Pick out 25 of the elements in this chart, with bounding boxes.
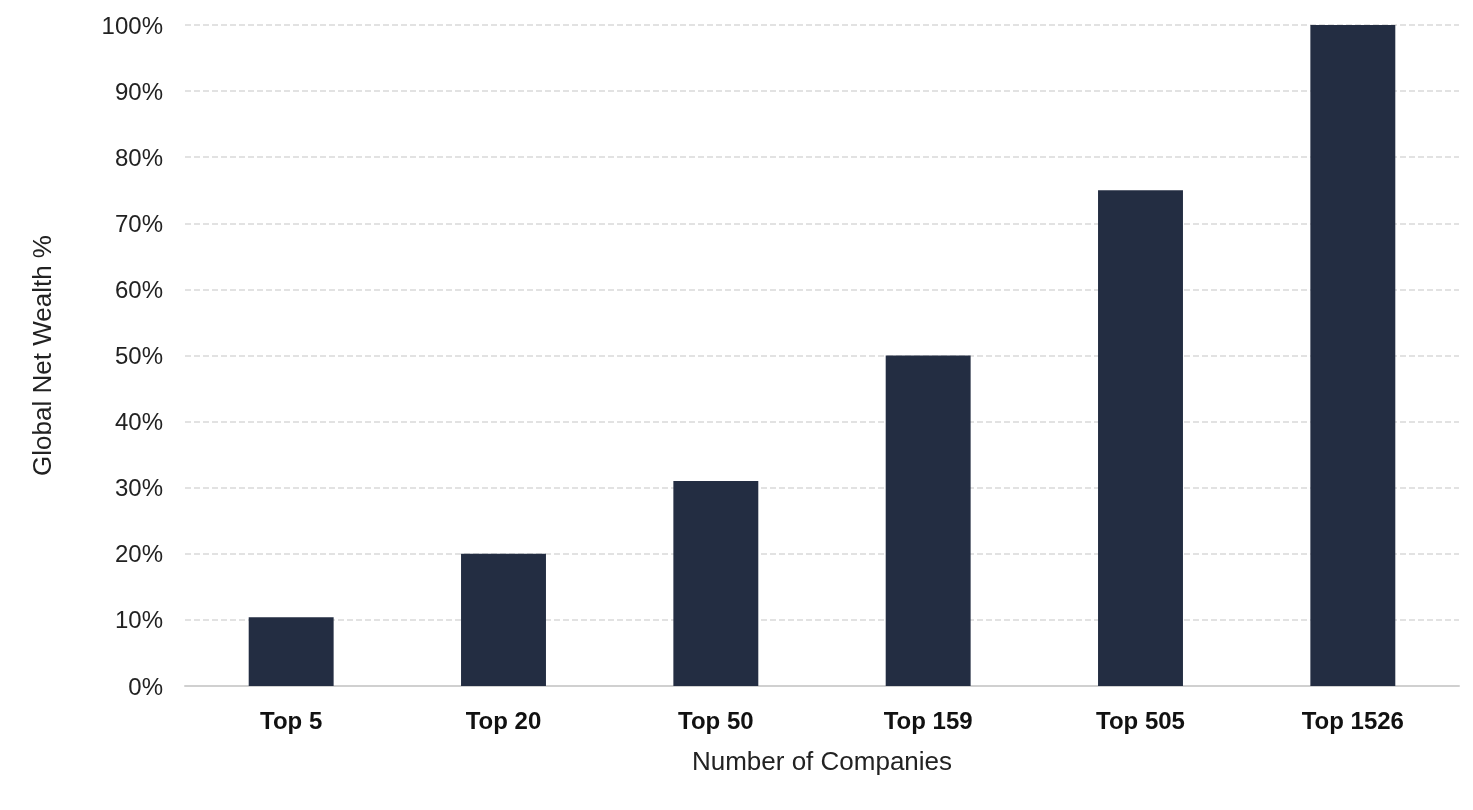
bar <box>673 481 759 686</box>
x-tick-label: Top 50 <box>678 706 754 734</box>
x-tick-label: Top 1526 <box>1301 706 1404 734</box>
x-tick-label: Top 505 <box>1096 706 1185 734</box>
y-axis-title: Global Net Wealth % <box>27 235 57 476</box>
bar <box>885 355 971 686</box>
bar <box>248 617 334 686</box>
x-tick-label: Top 159 <box>883 706 973 734</box>
x-tick-label: Top 5 <box>260 706 323 734</box>
y-tick-label: 20% <box>114 540 163 568</box>
y-tick-label: 60% <box>114 275 163 303</box>
bar <box>1098 190 1183 686</box>
bar <box>461 553 546 686</box>
x-tick-label: Top 20 <box>465 706 542 734</box>
y-tick-label: 90% <box>114 77 163 105</box>
y-tick-label: 30% <box>114 474 163 502</box>
y-tick-label: 80% <box>114 143 163 171</box>
y-tick-label: 100% <box>101 11 163 39</box>
y-tick-label: 70% <box>114 209 163 237</box>
y-tick-label: 0% <box>128 672 163 700</box>
y-tick-label: 40% <box>114 408 163 436</box>
y-tick-label: 10% <box>114 606 163 634</box>
bar <box>1310 25 1396 686</box>
x-axis-title: Number of Companies <box>691 746 953 776</box>
y-tick-label: 50% <box>114 342 163 369</box>
